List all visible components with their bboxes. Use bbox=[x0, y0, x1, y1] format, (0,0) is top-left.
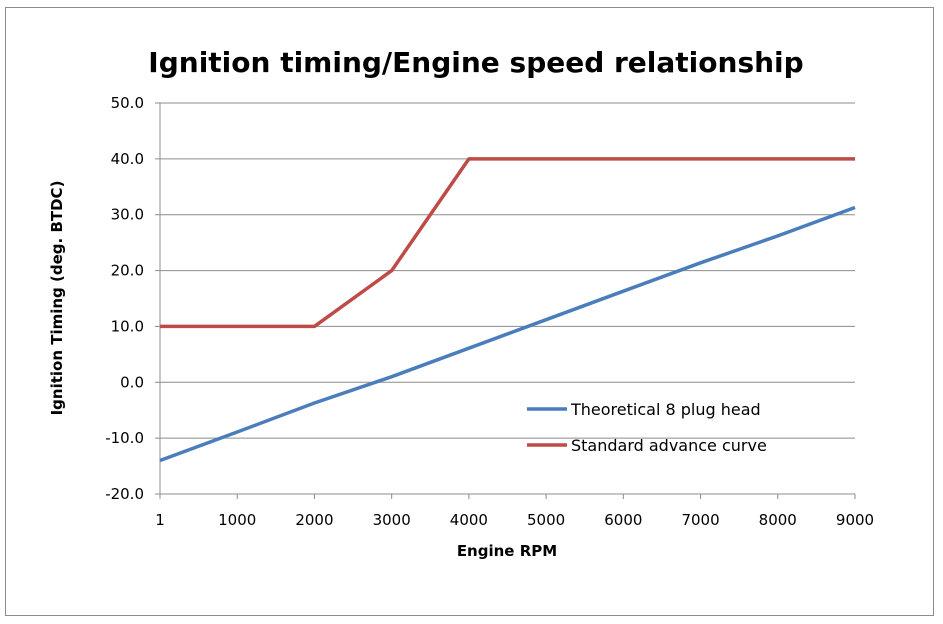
series-line-1 bbox=[159, 205, 856, 463]
x-tick-label: 8000 bbox=[759, 511, 797, 529]
x-tick-label: 1 bbox=[155, 511, 165, 529]
y-tick-label: 50.0 bbox=[111, 94, 144, 112]
legend-label-1: Theoretical 8 plug head bbox=[570, 400, 761, 419]
x-axis-label: Engine RPM bbox=[457, 542, 557, 560]
x-tick-label: 2000 bbox=[295, 511, 333, 529]
y-tick-label: 10.0 bbox=[111, 317, 144, 335]
axes: -20.0 -10.0 0.0 10.0 20.0 30.0 40.0 50.0 1 1000 20… bbox=[105, 94, 874, 529]
x-tick-label: 9000 bbox=[836, 511, 874, 529]
x-tick-label: 3000 bbox=[373, 511, 411, 529]
x-tick-label: 4000 bbox=[450, 511, 488, 529]
spreadsheet-margin bbox=[0, 7, 5, 624]
x-tick-label: 7000 bbox=[681, 511, 719, 529]
y-tick-label: 20.0 bbox=[111, 262, 144, 280]
legend: Theoretical 8 plug head Standard advance … bbox=[527, 400, 767, 455]
y-tick-label: 40.0 bbox=[111, 150, 144, 168]
y-tick-label: 0.0 bbox=[120, 373, 144, 391]
x-tick-label: 5000 bbox=[527, 511, 565, 529]
y-tick-label: -20.0 bbox=[105, 485, 144, 503]
series-line-2 bbox=[160, 157, 855, 329]
x-tick-label: 1000 bbox=[218, 511, 256, 529]
series-lines bbox=[159, 157, 856, 463]
x-tick-label: 6000 bbox=[604, 511, 642, 529]
y-tick-label: 30.0 bbox=[111, 206, 144, 224]
legend-label-2: Standard advance curve bbox=[571, 436, 767, 455]
y-tick-label: -10.0 bbox=[105, 429, 144, 447]
chart-title: Ignition timing/Engine speed relationshi… bbox=[148, 46, 803, 79]
y-axis-label: Ignition Timing (deg. BTDC) bbox=[48, 181, 66, 416]
gridlines bbox=[160, 102, 855, 495]
spreadsheet-background bbox=[0, 0, 943, 7]
